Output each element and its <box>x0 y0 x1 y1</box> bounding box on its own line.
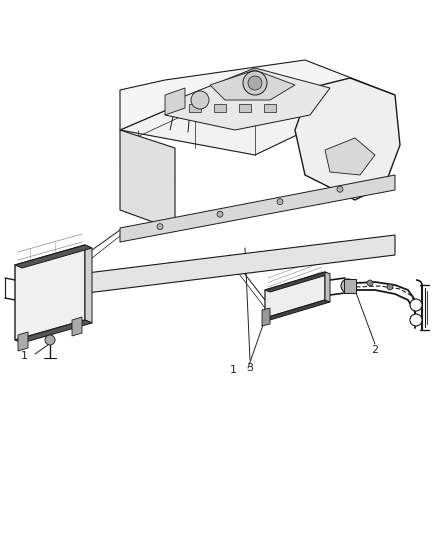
Circle shape <box>191 91 209 109</box>
Circle shape <box>157 224 163 230</box>
Polygon shape <box>325 272 330 302</box>
Polygon shape <box>120 130 175 230</box>
Polygon shape <box>72 317 82 336</box>
Polygon shape <box>189 104 201 112</box>
Text: 3: 3 <box>247 363 254 373</box>
Polygon shape <box>165 88 185 115</box>
Circle shape <box>410 299 422 311</box>
Polygon shape <box>30 235 395 300</box>
Circle shape <box>277 199 283 205</box>
Polygon shape <box>120 175 395 242</box>
Circle shape <box>387 284 393 290</box>
Polygon shape <box>210 70 295 100</box>
Polygon shape <box>265 272 330 292</box>
Circle shape <box>248 76 262 90</box>
Polygon shape <box>265 300 330 320</box>
Polygon shape <box>120 72 370 155</box>
Polygon shape <box>295 78 400 200</box>
Text: 2: 2 <box>371 345 378 355</box>
Polygon shape <box>15 245 85 340</box>
Circle shape <box>410 314 422 326</box>
Text: 1: 1 <box>230 365 237 375</box>
Circle shape <box>243 71 267 95</box>
Polygon shape <box>325 138 375 175</box>
Circle shape <box>367 280 373 286</box>
Polygon shape <box>18 332 28 351</box>
Polygon shape <box>165 68 330 130</box>
Polygon shape <box>214 104 226 112</box>
Polygon shape <box>15 320 92 343</box>
Polygon shape <box>264 104 276 112</box>
Circle shape <box>45 335 55 345</box>
Polygon shape <box>120 60 395 130</box>
Circle shape <box>337 186 343 192</box>
Polygon shape <box>344 279 356 293</box>
Circle shape <box>341 279 355 293</box>
Polygon shape <box>239 104 251 112</box>
Polygon shape <box>15 245 92 268</box>
Polygon shape <box>262 308 270 326</box>
Polygon shape <box>265 272 325 318</box>
Text: 1: 1 <box>21 351 28 361</box>
Polygon shape <box>85 245 92 323</box>
Circle shape <box>217 211 223 217</box>
